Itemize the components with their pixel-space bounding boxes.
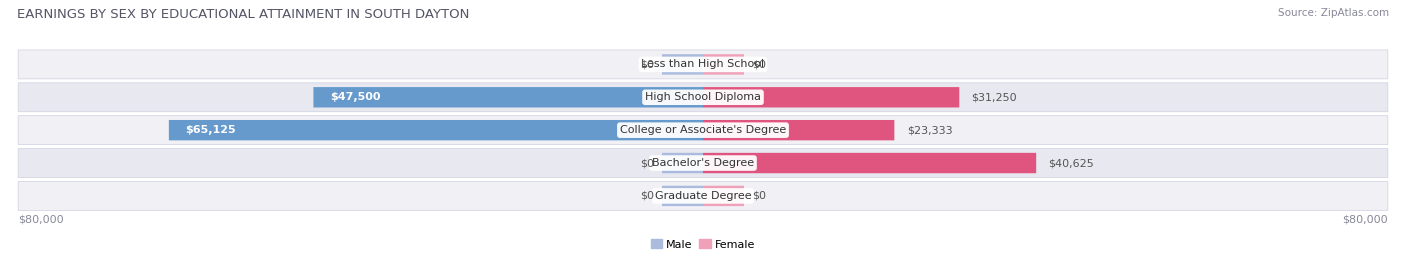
Text: High School Diploma: High School Diploma [645, 92, 761, 102]
FancyBboxPatch shape [662, 54, 703, 75]
Text: $0: $0 [752, 191, 766, 201]
FancyBboxPatch shape [314, 87, 703, 108]
FancyBboxPatch shape [18, 182, 1388, 210]
FancyBboxPatch shape [662, 186, 703, 206]
Text: $0: $0 [640, 158, 654, 168]
Text: Less than High School: Less than High School [641, 59, 765, 69]
FancyBboxPatch shape [169, 120, 703, 140]
Text: $40,625: $40,625 [1049, 158, 1094, 168]
FancyBboxPatch shape [18, 148, 1388, 178]
FancyBboxPatch shape [18, 83, 1388, 112]
FancyBboxPatch shape [18, 116, 1388, 145]
FancyBboxPatch shape [703, 54, 744, 75]
Text: Source: ZipAtlas.com: Source: ZipAtlas.com [1278, 8, 1389, 18]
FancyBboxPatch shape [703, 87, 959, 108]
Text: EARNINGS BY SEX BY EDUCATIONAL ATTAINMENT IN SOUTH DAYTON: EARNINGS BY SEX BY EDUCATIONAL ATTAINMEN… [17, 8, 470, 21]
Text: $23,333: $23,333 [907, 125, 952, 135]
FancyBboxPatch shape [703, 186, 744, 206]
Legend: Male, Female: Male, Female [647, 235, 759, 254]
Text: $47,500: $47,500 [330, 92, 381, 102]
Text: $0: $0 [640, 59, 654, 69]
Text: $0: $0 [640, 191, 654, 201]
Text: $80,000: $80,000 [1343, 215, 1388, 225]
FancyBboxPatch shape [703, 120, 894, 140]
FancyBboxPatch shape [18, 50, 1388, 79]
Text: $0: $0 [752, 59, 766, 69]
FancyBboxPatch shape [703, 153, 1036, 173]
Text: Bachelor's Degree: Bachelor's Degree [652, 158, 754, 168]
Text: College or Associate's Degree: College or Associate's Degree [620, 125, 786, 135]
Text: $80,000: $80,000 [18, 215, 63, 225]
Text: $31,250: $31,250 [972, 92, 1017, 102]
FancyBboxPatch shape [662, 153, 703, 173]
Text: Graduate Degree: Graduate Degree [655, 191, 751, 201]
Text: $65,125: $65,125 [186, 125, 236, 135]
